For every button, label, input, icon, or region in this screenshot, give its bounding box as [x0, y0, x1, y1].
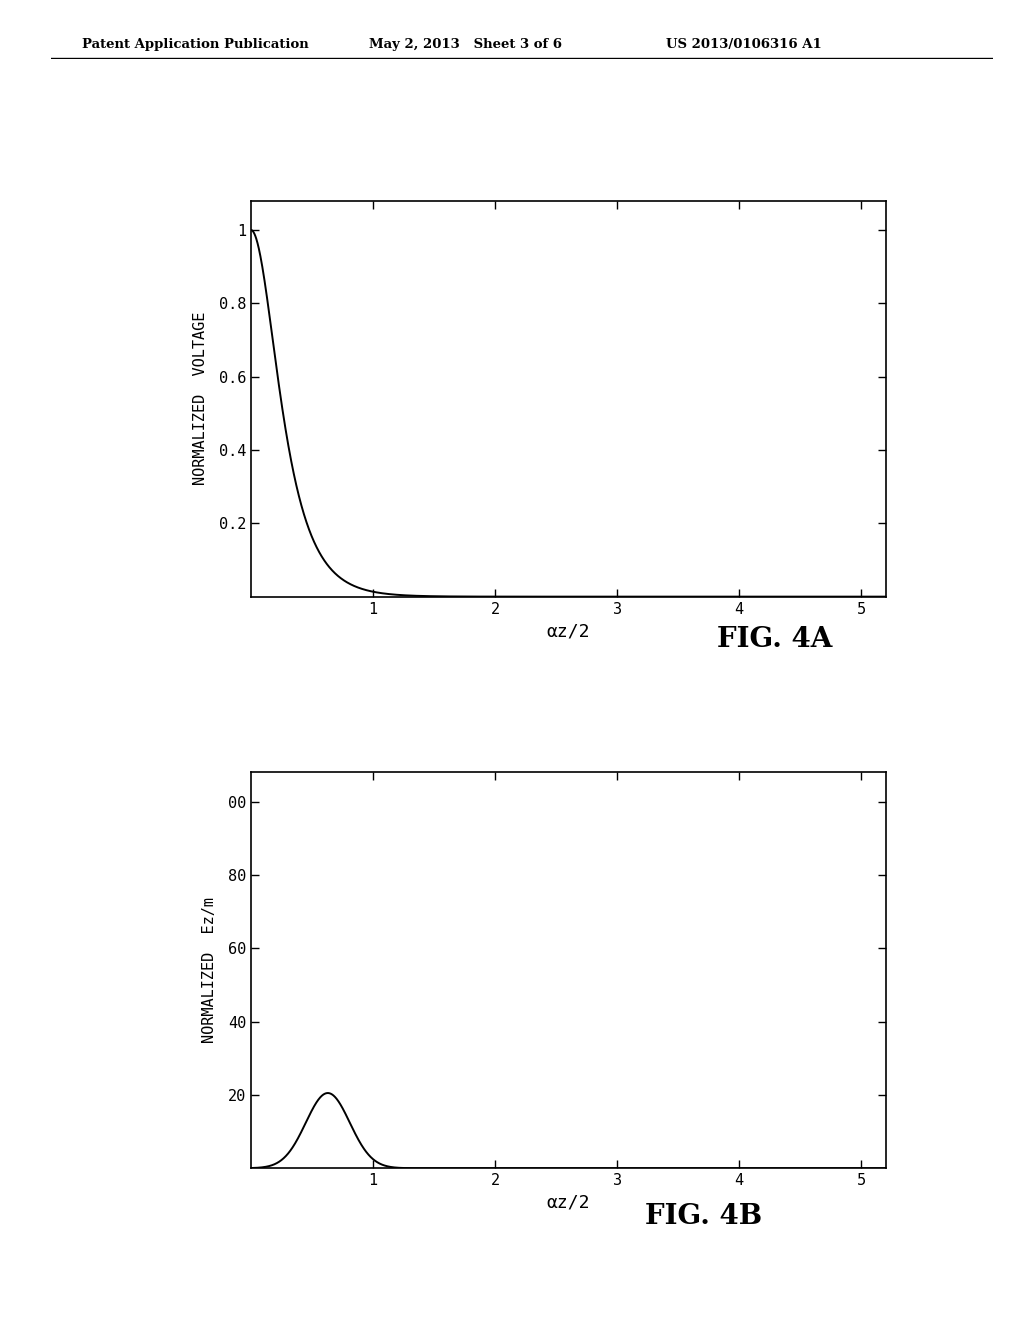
X-axis label: αz/2: αz/2 [547, 622, 590, 640]
Text: US 2013/0106316 A1: US 2013/0106316 A1 [666, 37, 821, 50]
Text: Patent Application Publication: Patent Application Publication [82, 37, 308, 50]
Text: May 2, 2013   Sheet 3 of 6: May 2, 2013 Sheet 3 of 6 [369, 37, 561, 50]
Text: FIG. 4A: FIG. 4A [717, 626, 833, 653]
Y-axis label: NORMALIZED  VOLTAGE: NORMALIZED VOLTAGE [193, 312, 208, 486]
X-axis label: αz/2: αz/2 [547, 1193, 590, 1212]
Text: FIG. 4B: FIG. 4B [645, 1203, 762, 1230]
Y-axis label: NORMALIZED  Ez/m: NORMALIZED Ez/m [202, 898, 217, 1043]
